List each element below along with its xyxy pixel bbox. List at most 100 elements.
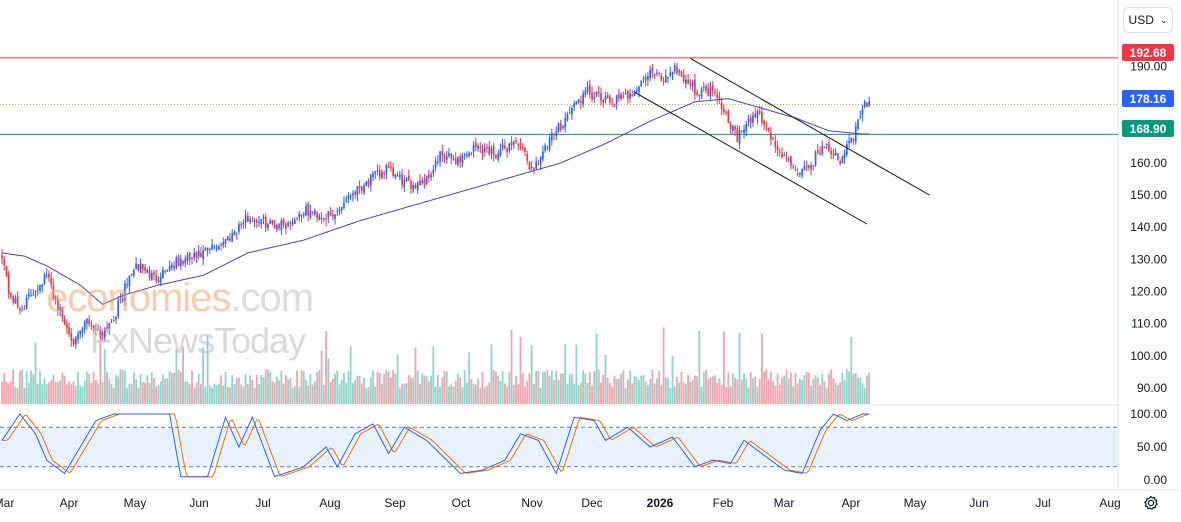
- volume-bar: [338, 384, 341, 404]
- volume-bar: [778, 384, 781, 404]
- candle-body: [845, 144, 848, 155]
- volume-bar: [834, 382, 837, 404]
- candle-body: [445, 156, 448, 160]
- stoch-band-fill: [0, 427, 1118, 467]
- candle-body: [687, 79, 689, 84]
- volume-bar: [843, 379, 846, 404]
- candle-body: [622, 95, 625, 97]
- candle-body: [781, 153, 783, 158]
- candle-body: [284, 224, 287, 229]
- candle-body: [77, 333, 79, 340]
- x-tick-label: Sep: [384, 496, 406, 510]
- candle-body: [173, 265, 175, 269]
- volume-bar: [830, 369, 833, 404]
- candle-body: [705, 85, 707, 91]
- candle-body: [358, 185, 361, 189]
- volume-bar: [508, 372, 511, 404]
- y-tick-label: 120.00: [1130, 285, 1167, 299]
- volume-bar: [517, 383, 520, 404]
- volume-bar: [463, 370, 466, 404]
- candle-body: [367, 180, 370, 185]
- volume-bar: [606, 377, 609, 404]
- candle-body: [59, 307, 61, 311]
- volume-bar: [519, 336, 522, 404]
- candle-body: [106, 326, 108, 330]
- candle-body: [16, 296, 19, 307]
- candle-body: [200, 252, 202, 257]
- volume-bar: [584, 373, 587, 404]
- candle-body: [238, 224, 240, 233]
- candle-body: [486, 146, 488, 149]
- volume-bar: [432, 346, 435, 404]
- volume-bar: [459, 377, 462, 404]
- settings-gear-icon[interactable]: [1140, 493, 1162, 513]
- candle-body: [611, 102, 614, 104]
- candle-body: [421, 180, 424, 184]
- candle-body: [428, 173, 430, 179]
- candle-body: [280, 220, 283, 230]
- volume-bar: [202, 347, 205, 404]
- candle-body: [162, 269, 164, 279]
- candle-body: [479, 146, 482, 149]
- volume-bar: [376, 372, 379, 404]
- volume-bar: [825, 388, 828, 404]
- candle-body: [309, 210, 312, 217]
- candle-body: [725, 111, 727, 113]
- volume-bar: [72, 381, 75, 404]
- candle-body: [618, 94, 620, 99]
- volume-bar: [814, 375, 817, 404]
- volume-bar: [267, 369, 269, 404]
- volume-bar: [170, 372, 173, 404]
- candle-body: [848, 140, 850, 143]
- volume-bar: [566, 383, 569, 404]
- volume-bar: [264, 369, 267, 404]
- volume-bar: [108, 379, 111, 404]
- volume-bar: [27, 382, 30, 404]
- candle-body: [425, 175, 428, 185]
- volume-bar: [597, 369, 600, 404]
- volume-bar: [97, 383, 100, 404]
- candle-body: [837, 153, 839, 160]
- candle-body: [519, 143, 522, 145]
- candle-body: [470, 153, 473, 155]
- volume-bar: [414, 347, 417, 404]
- candle-body: [749, 117, 752, 124]
- candle-body: [640, 80, 643, 87]
- candle-body: [669, 72, 672, 76]
- volume-bar: [369, 377, 372, 404]
- candle-body: [32, 294, 35, 296]
- candle-body: [50, 278, 53, 285]
- volume-bar: [54, 381, 57, 404]
- currency-selector[interactable]: USD ⌄: [1123, 7, 1173, 33]
- volume-bar: [132, 372, 135, 404]
- volume-bar: [255, 374, 258, 404]
- candle-body: [258, 222, 260, 224]
- volume-bar: [385, 369, 388, 404]
- volume-bar: [816, 377, 819, 404]
- candle-body: [43, 274, 46, 284]
- candle-body: [825, 144, 828, 146]
- candle-body: [792, 167, 795, 169]
- price-tag-resistance-value: 192.68: [1129, 45, 1167, 60]
- volume-bar: [162, 374, 164, 404]
- volume-bar: [155, 386, 158, 404]
- candle-body: [79, 330, 82, 335]
- candle-body: [374, 171, 377, 174]
- candle-body: [360, 186, 363, 191]
- volume-bar: [604, 354, 607, 404]
- candle-body: [101, 332, 104, 336]
- candle-body: [347, 195, 350, 199]
- candle-body: [731, 125, 734, 131]
- moving-average-line: [1, 98, 870, 305]
- candle-body: [298, 213, 301, 218]
- volume-bar: [166, 378, 169, 404]
- candle-body: [171, 264, 173, 268]
- volume-bar: [367, 387, 370, 404]
- volume-bar: [61, 372, 64, 404]
- candle-body: [273, 224, 276, 229]
- candle-body: [137, 264, 140, 271]
- volume-bar: [193, 387, 196, 404]
- candle-body: [405, 178, 408, 181]
- volume-bar: [242, 386, 245, 404]
- volume-bar: [200, 384, 202, 404]
